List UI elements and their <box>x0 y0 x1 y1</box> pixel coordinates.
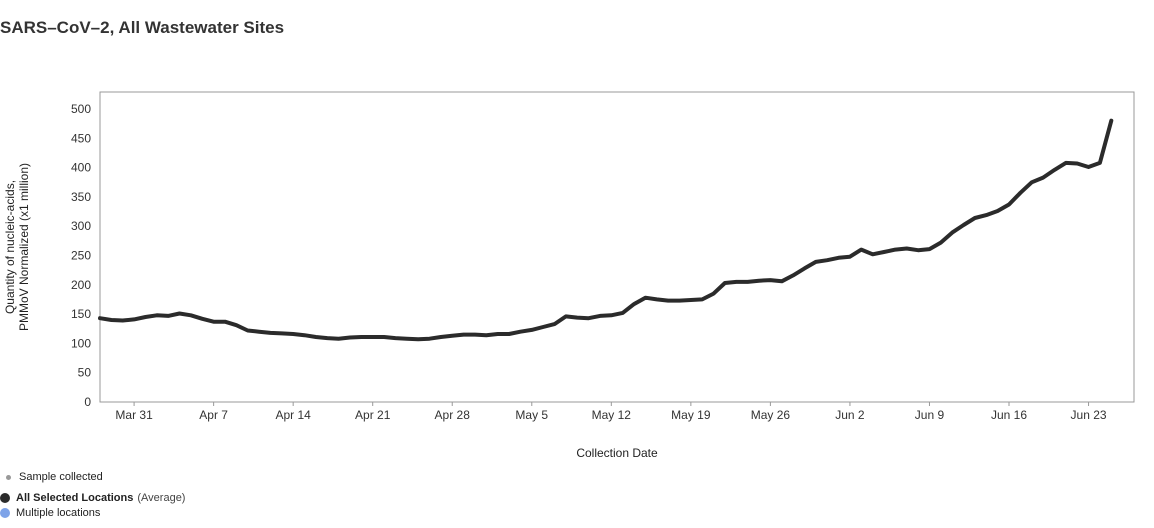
series-line[interactable] <box>98 118 1114 342</box>
x-tick-label: Mar 31 <box>115 408 153 422</box>
legend-sample-collected[interactable]: Sample collected <box>0 471 103 483</box>
x-tick-label: Apr 28 <box>435 408 471 422</box>
y-tick-label: 250 <box>71 249 91 263</box>
y-tick-label: 400 <box>71 161 91 175</box>
y-tick-label: 50 <box>78 366 92 380</box>
legend-all-selected-locations[interactable]: All Selected Locations (Average) <box>0 492 185 504</box>
legend-average-label: (Average) <box>137 492 186 504</box>
x-tick-label: May 12 <box>592 408 632 422</box>
all-locations-dot-icon <box>0 493 10 503</box>
y-tick-label: 300 <box>71 219 91 233</box>
y-tick-label: 0 <box>84 395 91 409</box>
x-tick-label: Apr 14 <box>275 408 311 422</box>
legend-multiple-locations[interactable]: Multiple locations <box>0 507 100 519</box>
y-tick-label: 450 <box>71 131 91 145</box>
line-chart: 0 50 100 150 200 250 300 350 400 450 500 Mar 31 Apr… <box>3 91 1135 460</box>
chart-title: SARS–CoV–2, All Wastewater Sites <box>0 18 285 37</box>
x-axis: Mar 31 Apr 7 Apr 14 Apr 21 Apr 28 May 5 May 12… <box>115 402 1107 422</box>
x-tick-label: Jun 9 <box>915 408 945 422</box>
x-axis-label: Collection Date <box>576 446 658 460</box>
legend-sample-label: Sample collected <box>19 471 103 483</box>
legend-multiple-label: Multiple locations <box>16 507 101 519</box>
x-tick-label: Jun 23 <box>1071 408 1107 422</box>
y-tick-label: 150 <box>71 307 91 321</box>
y-axis: 0 50 100 150 200 250 300 350 400 450 500 <box>71 102 91 409</box>
x-tick-label: May 26 <box>751 408 791 422</box>
x-tick-label: Apr 21 <box>355 408 391 422</box>
y-axis-label-line-1: Quantity of nucleic-acids, <box>3 180 17 314</box>
x-tick-label: Apr 7 <box>199 408 228 422</box>
sample-dot-icon <box>6 474 11 480</box>
multiple-locations-dot-icon <box>0 508 10 518</box>
x-tick-label: May 5 <box>515 408 548 422</box>
plot-frame <box>99 91 1135 403</box>
y-tick-label: 200 <box>71 278 91 292</box>
legend-all-locations-label: All Selected Locations <box>16 492 134 504</box>
y-tick-label: 100 <box>71 336 91 350</box>
x-tick-label: Jun 2 <box>835 408 865 422</box>
x-tick-label: May 19 <box>671 408 711 422</box>
series-group <box>98 118 1114 342</box>
y-tick-label: 350 <box>71 190 91 204</box>
y-axis-label-line-2: PMMoV Normalized (x1 million) <box>17 163 31 331</box>
y-tick-label: 500 <box>71 102 91 116</box>
x-tick-label: Jun 16 <box>991 408 1027 422</box>
